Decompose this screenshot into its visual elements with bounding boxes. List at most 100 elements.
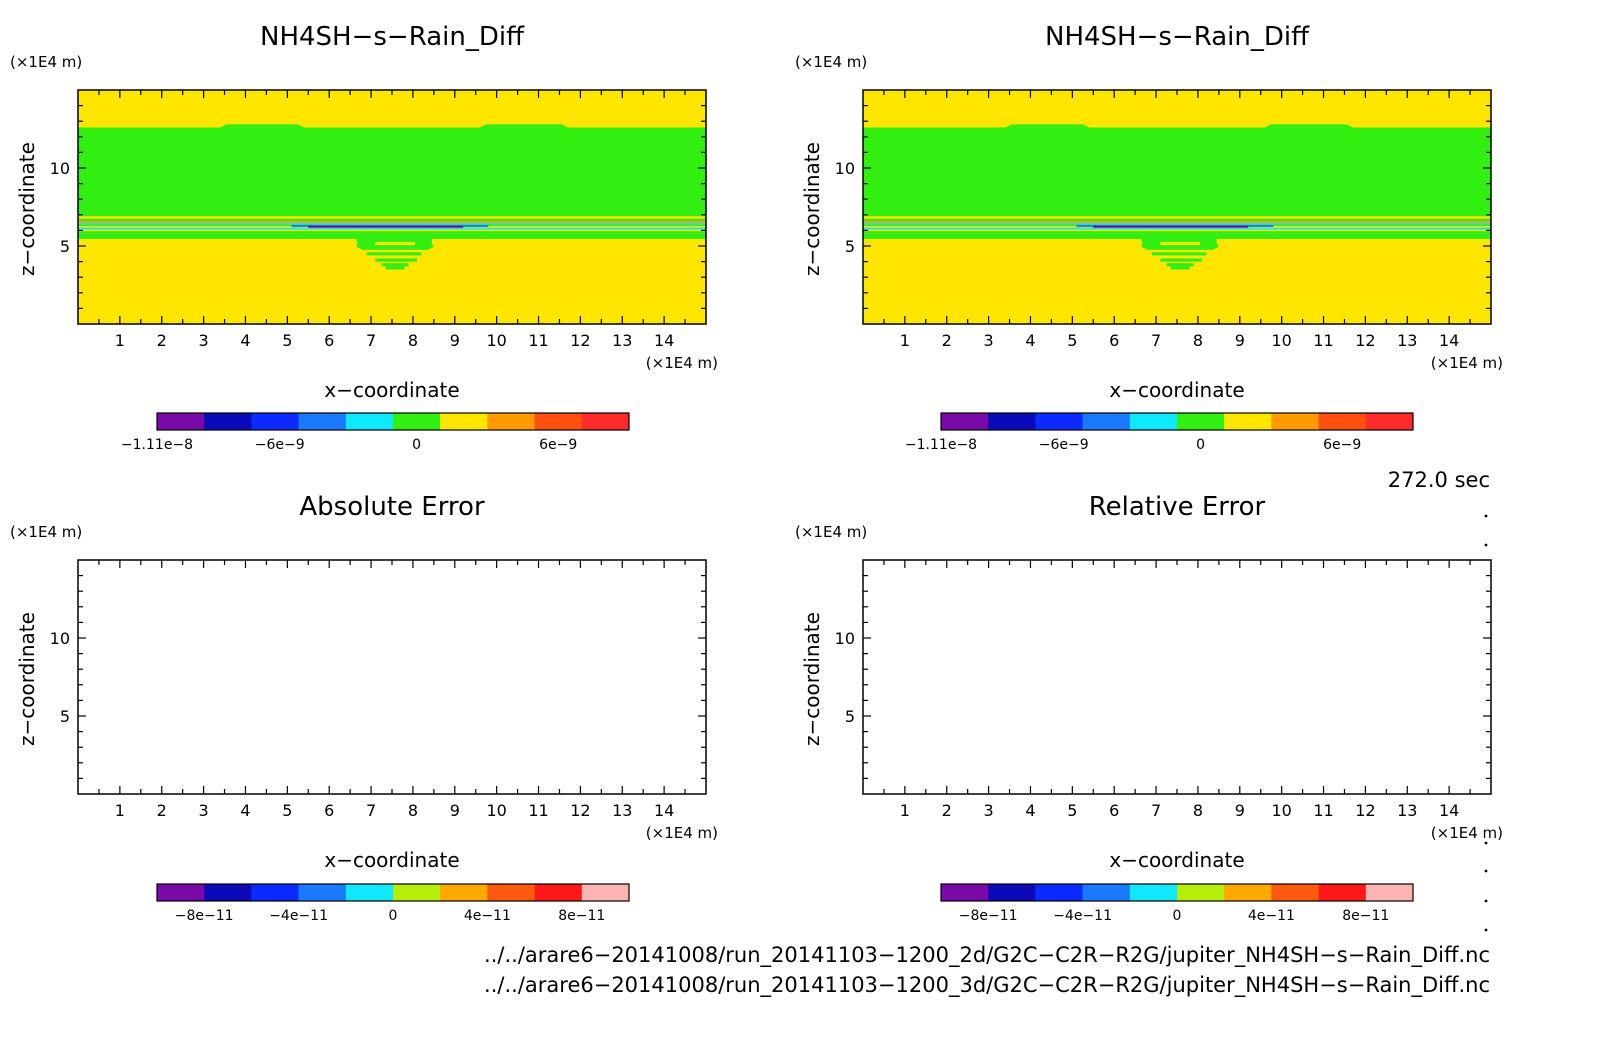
- colorbar-swatch: [1271, 413, 1319, 430]
- colorbar-tick-label: −4e−11: [269, 908, 328, 924]
- x-axis-label: x−coordinate: [324, 378, 459, 402]
- y-unit-label: (×1E4 m): [10, 523, 82, 541]
- plume-gap: [375, 242, 416, 246]
- colorbar-swatch: [1035, 413, 1083, 430]
- colorbar-swatch: [581, 413, 630, 430]
- colorbar-tick-label: 4e−11: [1248, 908, 1295, 924]
- colorbar-swatch: [440, 413, 488, 430]
- colorbar-swatch: [298, 884, 347, 901]
- colorbar-swatch: [157, 413, 205, 430]
- x-tick-label: 6: [324, 801, 334, 820]
- x-tick-label: 7: [366, 331, 376, 350]
- contour-field: [863, 90, 1491, 324]
- x-tick-label: 10: [1271, 801, 1291, 820]
- x-tick-label: 2: [942, 331, 952, 350]
- plot-frame: [77, 559, 707, 795]
- x-tick-label: 2: [942, 801, 952, 820]
- y-tick-label: 10: [835, 159, 855, 178]
- core-line: [1093, 225, 1249, 228]
- chart-panel-4: Relative Error(×1E4 m)1 2 3 4 5 6 7 8 9 10 11 12 13 1…: [795, 492, 1503, 924]
- colorbar-swatch: [204, 884, 252, 901]
- y-tick-label: 10: [50, 629, 70, 648]
- x-tick-label: 12: [1355, 331, 1375, 350]
- x-tick-label: 10: [486, 331, 506, 350]
- plume-stripe: [1170, 266, 1190, 270]
- marker-dot: [1484, 928, 1488, 932]
- x-axis-label: x−coordinate: [324, 848, 459, 872]
- colorbar: −1.11e−8 −6e−9 0 6e−9: [121, 412, 630, 453]
- x-tick-label: 1: [900, 331, 910, 350]
- y-tick-label: 5: [60, 707, 70, 726]
- y-axis-label: z−coordinate: [800, 612, 824, 746]
- colorbar-swatch: [988, 413, 1036, 430]
- layer-band: [78, 231, 706, 239]
- colorbar-tick-label: 4e−11: [464, 908, 511, 924]
- x-tick-label: 4: [1025, 331, 1035, 350]
- colorbar-swatch: [1224, 413, 1272, 430]
- colorbar: −1.11e−8 −6e−9 0 6e−9: [905, 412, 1414, 453]
- x-axis-label: x−coordinate: [1109, 848, 1244, 872]
- layer-band: [863, 222, 1491, 225]
- colorbar-swatch: [251, 413, 299, 430]
- colorbar-swatch: [204, 413, 252, 430]
- x-unit-label: (×1E4 m): [1431, 824, 1503, 842]
- plume-stripe: [385, 266, 405, 270]
- colorbar-swatch: [251, 884, 299, 901]
- core-line: [308, 225, 464, 228]
- y-tick-label: 10: [50, 159, 70, 178]
- colorbar-swatch: [1082, 413, 1131, 430]
- colorbar-tick-label: −8e−11: [959, 908, 1018, 924]
- x-tick-label: 9: [1235, 331, 1245, 350]
- x-tick-label: 13: [1397, 331, 1417, 350]
- x-tick-label: 9: [450, 331, 460, 350]
- colorbar-swatch: [534, 413, 583, 430]
- colorbar-swatch: [440, 884, 488, 901]
- plume-gap: [1160, 242, 1201, 246]
- layer-band: [863, 229, 1491, 232]
- green-band: [863, 124, 1491, 217]
- colorbar-swatch: [393, 413, 441, 430]
- x-tick-label: 4: [240, 331, 250, 350]
- file-path-2: ../../arare6−20141008/run_20141103−1200_…: [484, 973, 1490, 998]
- x-tick-label: 5: [1067, 331, 1077, 350]
- layer-band: [863, 221, 1491, 223]
- x-tick-label: 13: [1397, 801, 1417, 820]
- colorbar-swatch: [157, 884, 205, 901]
- plume-stripe: [381, 263, 409, 267]
- colorbar-tick-label: 6e−9: [539, 437, 577, 453]
- panel-title: NH4SH−s−Rain_Diff: [1045, 22, 1310, 52]
- colorbar-tick-label: −1.11e−8: [121, 437, 193, 453]
- x-tick-label: 4: [240, 801, 250, 820]
- x-tick-label: 6: [324, 331, 334, 350]
- layer-band: [78, 227, 706, 230]
- x-tick-label: 2: [157, 801, 167, 820]
- x-tick-label: 11: [528, 331, 548, 350]
- colorbar-tick-label: −6e−9: [1039, 437, 1089, 453]
- colorbar-swatch: [298, 413, 347, 430]
- y-tick-label: 5: [60, 237, 70, 256]
- contour-field: [78, 90, 706, 324]
- colorbar-swatch: [1035, 884, 1083, 901]
- colorbar-swatch: [1129, 413, 1178, 430]
- x-tick-label: 6: [1109, 801, 1119, 820]
- x-tick-label: 14: [654, 331, 674, 350]
- x-tick-label: 14: [1439, 801, 1459, 820]
- marker-dot: [1484, 514, 1488, 518]
- x-tick-label: 10: [486, 801, 506, 820]
- marker-dot: [1484, 869, 1488, 873]
- time-label: 272.0 sec: [1388, 468, 1490, 492]
- x-tick-label: 8: [1193, 801, 1203, 820]
- layer-band: [863, 216, 1491, 219]
- colorbar-swatch: [345, 884, 394, 901]
- colorbar-swatch: [1318, 413, 1367, 430]
- panel-title: Relative Error: [1089, 492, 1266, 522]
- x-tick-label: 13: [612, 331, 632, 350]
- chart-panel-3: Absolute Error(×1E4 m)1 2 3 4 5 6 7 8 9 10 11 12 13 1…: [10, 492, 718, 924]
- x-tick-label: 4: [1025, 801, 1035, 820]
- plume-stripe: [1166, 263, 1194, 267]
- x-tick-label: 7: [1151, 801, 1161, 820]
- x-tick-label: 7: [1151, 331, 1161, 350]
- x-tick-label: 3: [199, 801, 209, 820]
- colorbar-swatch: [1129, 884, 1178, 901]
- x-tick-label: 8: [408, 331, 418, 350]
